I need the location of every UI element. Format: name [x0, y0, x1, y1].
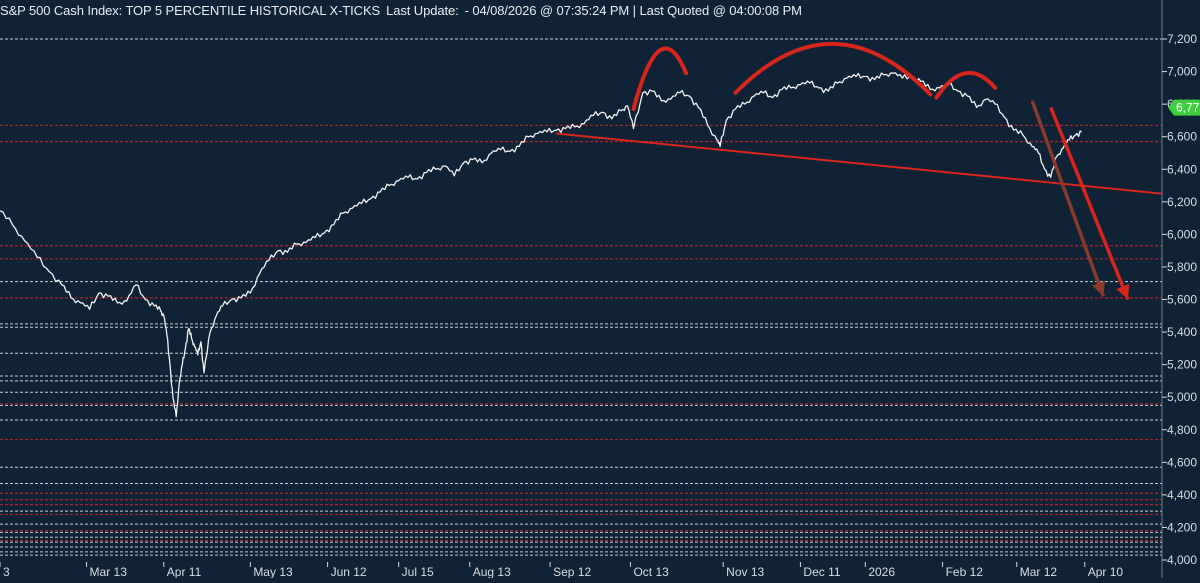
y-tick-label: 7,200	[1167, 32, 1197, 46]
head-arc	[934, 71, 998, 100]
head-arc	[631, 46, 689, 112]
y-tick-label: 5,800	[1167, 260, 1197, 274]
x-tick-label: Dec 11	[803, 565, 840, 578]
y-tick-label: 4,200	[1167, 520, 1197, 534]
last-update-value: - 04/08/2026 @ 07:35:24 PM | Last Quoted…	[464, 3, 802, 18]
last-update-label: Last Update:	[386, 3, 459, 18]
y-tick-label: 5,400	[1167, 325, 1197, 339]
y-tick-label: 6,600	[1167, 130, 1197, 144]
y-tick-label: 4,800	[1167, 423, 1197, 437]
x-tick-label: Mar 12	[1020, 565, 1058, 578]
x-tick-label: 2026	[868, 565, 895, 578]
x-tick-label: Jun 12	[331, 565, 367, 578]
x-tick-label: Mar 13	[90, 565, 128, 578]
y-tick-label: 4,600	[1167, 455, 1197, 469]
x-tick-label: Feb 12	[946, 565, 984, 578]
y-tick-label: 5,000	[1167, 390, 1197, 404]
x-tick-label: 3	[3, 565, 10, 578]
chart-header: S&P 500 Cash Index: TOP 5 PERCENTILE HIS…	[0, 3, 808, 21]
projection-arrow-shaft	[1049, 106, 1130, 301]
x-tick-label: Apr 10	[1088, 565, 1124, 578]
x-tick-label: Aug 13	[473, 565, 511, 578]
projection-arrow-head	[1091, 280, 1106, 297]
x-tick-label: Jul 15	[402, 565, 434, 578]
last-price-label: 6,779	[1176, 101, 1200, 115]
y-tick-label: 6,000	[1167, 227, 1197, 241]
price-line	[0, 72, 1082, 418]
x-tick-label: Apr 11	[167, 565, 202, 578]
x-tick-label: Oct 13	[633, 565, 669, 578]
x-tick-label: Sep 12	[553, 565, 591, 578]
x-tick-label: May 13	[253, 565, 293, 578]
y-tick-label: 4,400	[1167, 488, 1197, 502]
y-tick-label: 6,200	[1167, 195, 1197, 209]
chart-title: S&P 500 Cash Index: TOP 5 PERCENTILE HIS…	[0, 3, 381, 18]
neckline-trendline	[556, 132, 1163, 195]
y-tick-label: 5,600	[1167, 293, 1197, 307]
y-tick-label: 7,000	[1167, 65, 1197, 79]
y-tick-label: 4,000	[1167, 553, 1197, 567]
y-tick-label: 5,200	[1167, 358, 1197, 372]
head-arc	[733, 41, 933, 97]
projection-arrow-head	[1116, 283, 1130, 300]
projection-arrow-shaft	[1030, 100, 1105, 297]
last-price-badge	[1168, 99, 1200, 116]
y-tick-label: 6,400	[1167, 162, 1197, 176]
x-tick-label: Nov 13	[726, 565, 764, 578]
